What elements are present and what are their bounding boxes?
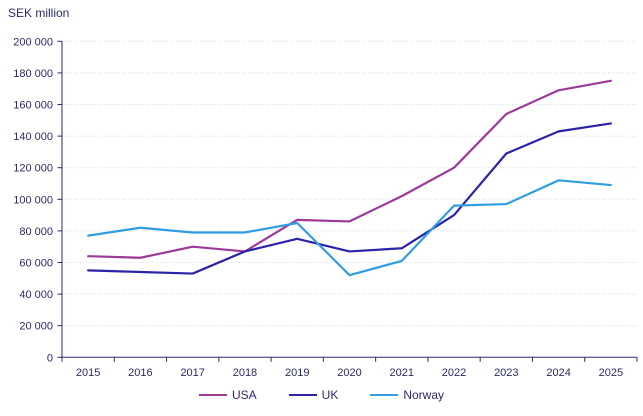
y-tick-label: 60 000 [19, 258, 53, 270]
series-line-norway [87, 179, 612, 277]
x-tick-label: 2016 [128, 367, 152, 379]
x-tick-label: 2024 [546, 367, 570, 379]
y-tick-label: 80 000 [19, 226, 53, 238]
y-tick-label: 180 000 [13, 68, 53, 80]
y-tick-label: 100 000 [13, 194, 53, 206]
y-tick-label: 40 000 [19, 289, 53, 301]
y-tick-label: 20 000 [19, 321, 53, 333]
chart-title: SEK million [8, 6, 70, 20]
x-tick-label: 2022 [442, 367, 466, 379]
y-tick-label: 0 [47, 352, 53, 364]
x-tick-label: 2017 [180, 367, 204, 379]
x-tick-label: 2019 [285, 367, 309, 379]
x-tick-label: 2021 [390, 367, 414, 379]
line-chart: 0 20 000 40 000 60 000 80 000 100 000 120 000 1… [13, 36, 638, 379]
legend-label-uk: UK [321, 388, 339, 402]
y-tick-label: 120 000 [13, 163, 53, 175]
series-line-usa [87, 79, 612, 259]
y-tick-label: 140 000 [13, 131, 53, 143]
x-tick-label: 2023 [494, 367, 518, 379]
x-tick-label: 2018 [233, 367, 257, 379]
legend-label-norway: Norway [403, 388, 445, 402]
legend-item-uk: UK [288, 388, 339, 402]
series-line-uk [87, 122, 612, 275]
chart-legend: USA UK Norway [0, 388, 643, 402]
legend-item-norway: Norway [370, 388, 444, 402]
legend-swatch-usa [198, 394, 227, 396]
x-tick-label: 2015 [76, 367, 100, 379]
y-tick-label: 160 000 [13, 100, 53, 112]
x-tick-label: 2020 [337, 367, 361, 379]
legend-item-usa: USA [198, 388, 257, 402]
legend-swatch-norway [370, 394, 399, 396]
y-tick-label: 200 000 [13, 36, 53, 48]
legend-label-usa: USA [231, 388, 257, 402]
legend-swatch-uk [288, 394, 317, 396]
x-tick-label: 2025 [599, 367, 623, 379]
